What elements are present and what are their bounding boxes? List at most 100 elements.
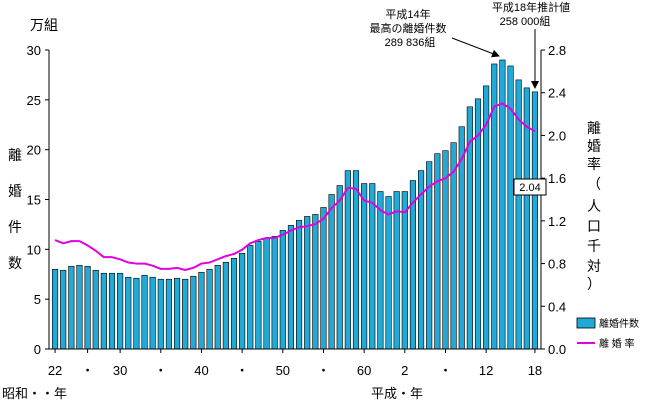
bar [214, 264, 221, 350]
rate-line [54, 102, 536, 271]
x-tick-label: 50 [276, 363, 290, 378]
bar [312, 214, 319, 350]
bar [108, 272, 116, 350]
bar [174, 277, 181, 350]
left-axis-ticks: 0 5 10 15 20 25 30 [27, 43, 49, 357]
bar [165, 278, 172, 350]
right-axis-title-char: ） [587, 276, 601, 292]
bar [84, 265, 91, 350]
bar [385, 196, 392, 350]
x-tick-label: 22 [48, 363, 62, 378]
left-axis-title-char: 離 [8, 147, 22, 163]
right-tick-label: 0.8 [548, 257, 566, 272]
x-tick-label: 18 [528, 363, 542, 378]
left-axis-title-char: 数 [8, 255, 22, 271]
left-tick-label: 5 [34, 292, 41, 307]
x-tick-label: 40 [194, 363, 208, 378]
left-tick-label: 0 [34, 342, 41, 357]
bar [377, 191, 384, 350]
bar [247, 245, 254, 350]
x-axis-ticks: 22 ・ 30 ・ 40 ・ 50 ・ 60 2 ・ 12 18 [48, 349, 542, 378]
bar [369, 183, 376, 350]
x-tick-label: ・ [439, 363, 452, 378]
bar [190, 275, 197, 350]
bar [393, 191, 400, 350]
bar [271, 236, 278, 350]
right-axis-title-char: 人 [587, 198, 601, 214]
bar [352, 170, 360, 350]
bar [344, 170, 351, 350]
bar [149, 276, 156, 350]
right-axis-title-char: 対 [587, 258, 601, 274]
value-callout-text: 2.04 [519, 182, 540, 194]
rate-line-series [54, 102, 536, 271]
bar [336, 185, 343, 350]
era-label-heisei: 平成・年 [371, 386, 423, 401]
bar [401, 191, 408, 350]
bar [230, 257, 238, 350]
left-axis-title-char: 件 [8, 219, 22, 235]
right-axis-title-char: （ [587, 176, 601, 192]
left-tick-label: 20 [27, 143, 41, 158]
left-tick-label: 15 [27, 193, 41, 208]
bar [442, 150, 449, 350]
bar [328, 194, 335, 350]
left-tick-label: 30 [27, 43, 41, 58]
bar [76, 264, 83, 350]
bar [68, 265, 75, 350]
x-tick-label: 12 [479, 363, 493, 378]
right-axis-title-char: 口 [587, 218, 601, 234]
bar [157, 278, 164, 350]
annotation-estimate-line: 258 000組 [500, 15, 551, 28]
left-axis-unit: 万組 [30, 17, 58, 33]
bar [198, 271, 205, 350]
bar [51, 268, 59, 350]
bar [125, 276, 132, 350]
bar [133, 277, 140, 350]
right-tick-label: 1.2 [548, 214, 566, 229]
bar [320, 207, 327, 350]
x-tick-label: 30 [113, 363, 127, 378]
bar [206, 268, 213, 350]
annotation-peak-line: 最高の離婚件数 [370, 21, 447, 35]
bar [60, 269, 67, 350]
x-tick-label: ・ [154, 363, 167, 378]
legend: 離婚件数 離 婚 率 [576, 317, 639, 350]
bar [222, 261, 229, 350]
x-tick-label: ・ [236, 363, 249, 378]
right-axis-title-char: 率 [587, 156, 601, 172]
x-tick-label: 60 [357, 363, 371, 378]
x-tick-label: ・ [317, 363, 330, 378]
bar [100, 272, 107, 350]
annotation-peak-line: 平成14年 [385, 7, 430, 21]
bar [279, 230, 286, 350]
right-tick-label: 2.0 [548, 128, 566, 143]
bar [304, 216, 311, 350]
bar [239, 253, 246, 350]
right-axis-ticks: 0.0 0.4 0.8 1.2 1.6 2.0 2.4 2.8 [541, 43, 566, 357]
bar-series [51, 59, 538, 350]
bar [255, 241, 262, 350]
legend-swatch-bars [576, 317, 596, 329]
legend-label-bars: 離婚件数 [599, 317, 639, 330]
right-axis-title: 離 婚 率 （ 人 口 千 対 ） [587, 120, 601, 292]
bar [92, 269, 99, 350]
right-tick-label: 2.8 [548, 43, 566, 58]
bar [117, 272, 124, 350]
x-tick-label: 2 [401, 363, 408, 378]
right-tick-label: 0.4 [548, 299, 566, 314]
right-axis-title-char: 千 [587, 238, 601, 254]
annotation-estimate: 平成18年推計値 258 000組 [492, 0, 570, 89]
left-tick-label: 25 [27, 93, 41, 108]
annotation-peak: 平成14年 最高の離婚件数 289 836組 [370, 7, 500, 58]
value-callout: 2.04 [513, 178, 547, 196]
bar [287, 225, 295, 350]
legend-label-line: 離 婚 率 [599, 337, 635, 350]
annotation-peak-line: 289 836組 [385, 36, 436, 49]
bar [182, 278, 189, 350]
annotation-peak-arrow [451, 37, 500, 58]
right-tick-label: 2.4 [548, 86, 566, 101]
left-tick-label: 10 [27, 242, 41, 257]
bar [361, 183, 368, 350]
